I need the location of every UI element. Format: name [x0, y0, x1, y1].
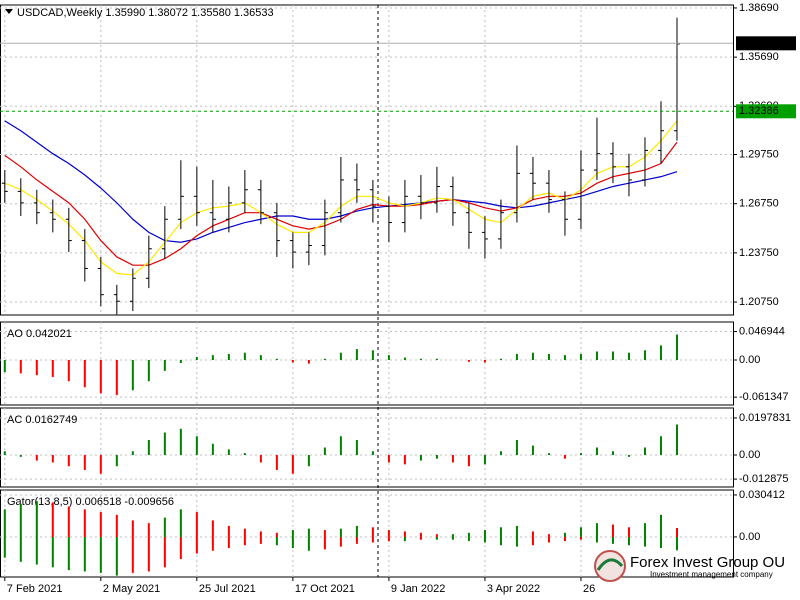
panel-frame	[0, 407, 734, 488]
y-tick-label: 0.00	[739, 449, 760, 461]
x-tick-label: 3 Apr 2022	[487, 583, 540, 595]
price-label-box	[736, 104, 796, 119]
symbol-menu-arrow[interactable]	[5, 9, 13, 14]
y-tick-label: -0.061347	[739, 391, 789, 403]
panel-title: AC 0.0162749	[7, 414, 77, 426]
y-tick-label: 0.00	[739, 354, 760, 366]
price-label: 1.36533	[739, 37, 779, 49]
y-tick-label: 0.046944	[739, 325, 785, 337]
y-tick-label: 1.29750	[739, 148, 779, 160]
price-label-box	[736, 36, 796, 51]
y-tick-label: 1.38690	[739, 2, 779, 14]
y-tick-label: 1.20750	[739, 296, 779, 308]
x-tick-label: 17 Oct 2021	[295, 583, 355, 595]
x-tick-label: 25 Jul 2021	[199, 583, 256, 595]
watermark: Forex Invest Group OU Investment managem…	[594, 550, 785, 582]
y-tick-label: 0.00	[739, 531, 760, 543]
x-tick-label: 26	[583, 583, 595, 595]
y-tick-label: 1.26750	[739, 198, 779, 210]
x-tick-label: 2 May 2021	[103, 583, 160, 595]
panel-title: USDCAD,Weekly 1.35990 1.38072 1.35580 1.…	[17, 7, 274, 19]
logo-swoosh	[596, 558, 624, 571]
watermark-name: Forex Invest Group OU	[630, 554, 785, 571]
x-tick-label: 9 Jan 2022	[391, 583, 445, 595]
watermark-tagline: Investment management company	[650, 570, 773, 579]
panel-frame	[0, 489, 734, 578]
y-tick-label: -0.012875	[739, 473, 789, 485]
panel-title: Gator(13,8,5) 0.006518 -0.009656	[7, 496, 174, 508]
panel-frame	[0, 321, 734, 406]
y-tick-label: 0.030412	[739, 489, 785, 501]
price-label: 1.32386	[739, 105, 779, 117]
logo	[594, 550, 626, 582]
y-tick-label: 1.35690	[739, 51, 779, 63]
y-tick-label: 1.23750	[739, 247, 779, 259]
x-tick-label: 7 Feb 2021	[7, 583, 63, 595]
panel-frame	[0, 4, 734, 316]
panel-title: AO 0.042021	[7, 328, 72, 340]
y-tick-label: 0.0197831	[739, 412, 791, 424]
